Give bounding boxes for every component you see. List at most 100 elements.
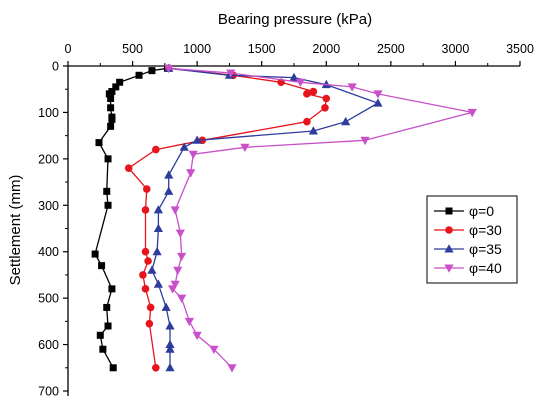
data-point	[104, 201, 112, 209]
y-tick-label: 300	[38, 199, 59, 213]
data-point	[161, 302, 171, 311]
data-point	[165, 344, 175, 353]
data-point	[144, 257, 152, 265]
data-point	[107, 122, 115, 130]
data-point	[188, 150, 198, 160]
plot-series-group	[91, 63, 477, 373]
legend-marker-1	[445, 226, 453, 234]
legend-label-1: φ=30	[469, 222, 502, 238]
data-point	[177, 252, 187, 262]
x-tick-label: 0	[65, 42, 72, 56]
data-point	[152, 145, 160, 154]
data-point	[124, 164, 133, 172]
data-point	[170, 280, 180, 290]
data-point	[152, 246, 162, 256]
y-axis-title: Settlement (mm)	[7, 175, 24, 286]
data-point	[139, 271, 147, 279]
data-point	[360, 136, 370, 146]
data-point	[145, 319, 154, 328]
data-point	[186, 169, 196, 178]
legend-marker-0	[445, 207, 453, 215]
data-point	[173, 266, 183, 276]
x-tick-label: 3000	[442, 42, 470, 56]
legend-marker-3	[444, 264, 454, 273]
data-point	[153, 223, 163, 232]
data-point	[103, 303, 111, 311]
data-point	[91, 250, 99, 258]
x-tick-label: 3500	[506, 42, 534, 56]
data-point	[135, 71, 143, 79]
data-point	[164, 64, 174, 74]
x-axis-title: Bearing pressure (kPa)	[218, 11, 372, 28]
data-point	[153, 279, 163, 288]
data-point	[303, 117, 311, 126]
data-point	[141, 247, 150, 256]
x-tick-label: 1000	[183, 42, 211, 56]
data-point	[303, 90, 311, 98]
y-tick-label: 500	[38, 292, 59, 306]
data-point	[99, 345, 107, 353]
data-point	[112, 83, 120, 91]
y-tick-label: 100	[38, 106, 59, 120]
data-point	[177, 294, 187, 303]
data-point	[168, 285, 178, 294]
data-point	[373, 90, 383, 99]
y-tick-label: 400	[38, 245, 59, 259]
data-point	[107, 104, 115, 112]
data-point	[308, 126, 318, 135]
data-point	[108, 285, 116, 293]
data-point	[321, 103, 329, 112]
data-point	[142, 185, 151, 193]
data-point	[467, 108, 477, 118]
data-point	[153, 205, 163, 214]
legend: φ=0 φ=30 φ=35 φ=40	[426, 195, 518, 284]
data-point	[165, 321, 175, 330]
data-point	[170, 206, 180, 215]
data-point	[116, 78, 124, 86]
data-point	[96, 331, 104, 339]
data-point	[95, 139, 103, 147]
y-tick-label: 600	[38, 338, 59, 352]
data-point	[179, 142, 189, 151]
data-point	[373, 98, 383, 107]
legend-label-2: φ=35	[469, 241, 502, 257]
data-point	[322, 94, 331, 103]
data-point	[309, 87, 318, 96]
data-point	[147, 265, 157, 274]
data-point	[164, 186, 174, 195]
data-point	[141, 206, 150, 214]
y-tick-label: 200	[38, 152, 59, 166]
data-point	[108, 115, 116, 123]
legend-label-3: φ=40	[469, 260, 502, 276]
x-tick-label: 500	[122, 42, 143, 56]
y-tick-label: 700	[38, 385, 59, 399]
data-point	[105, 90, 113, 98]
data-point	[240, 143, 250, 153]
series-line-2	[151, 67, 380, 368]
data-point	[192, 331, 202, 341]
data-point	[98, 262, 106, 270]
data-point	[152, 363, 160, 372]
x-tick-label: 2500	[377, 42, 405, 56]
x-tick-label: 1500	[248, 42, 276, 56]
data-point	[341, 116, 351, 126]
data-point	[141, 285, 150, 293]
legend-marker-2	[444, 244, 454, 253]
series-3	[164, 64, 477, 373]
data-point	[146, 303, 155, 312]
y-ticks-group: 0 100 200 300 400 500 600 700	[38, 60, 68, 399]
data-point	[104, 322, 112, 330]
data-point	[148, 67, 156, 75]
data-point	[209, 345, 219, 355]
data-point	[295, 78, 306, 88]
data-point	[226, 69, 236, 78]
data-point	[164, 170, 174, 179]
data-point	[227, 364, 237, 373]
data-point	[347, 83, 357, 92]
legend-entries: φ=0 φ=30 φ=35 φ=40	[434, 203, 502, 276]
x-ticks-group: 0 500 1000 1500 2000 2500 3000 3500	[65, 42, 534, 66]
series-1	[124, 64, 331, 372]
data-point	[104, 155, 112, 163]
data-point	[321, 79, 331, 89]
